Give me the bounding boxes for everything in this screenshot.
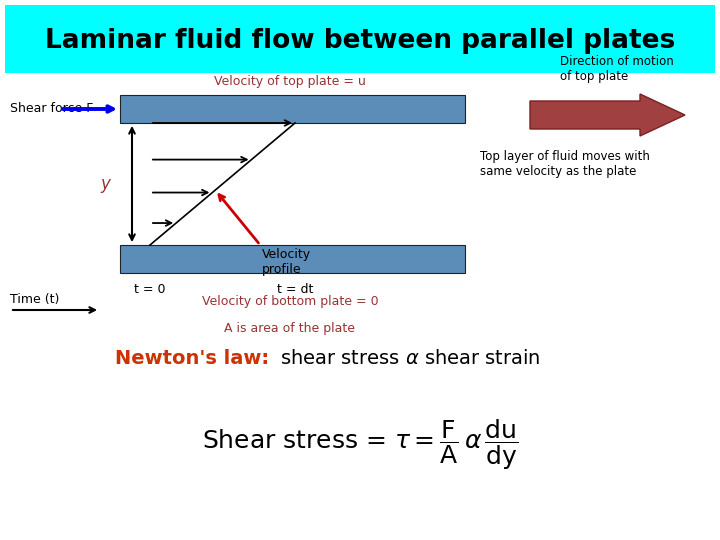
Text: Newton's law:: Newton's law:	[115, 348, 269, 368]
Text: Shear force F: Shear force F	[10, 102, 94, 114]
Text: t = 0: t = 0	[134, 283, 166, 296]
Bar	[120, 245, 465, 273]
Text: Velocity of bottom plate = 0: Velocity of bottom plate = 0	[202, 295, 378, 308]
Text: Top layer of fluid moves with
same velocity as the plate: Top layer of fluid moves with same veloc…	[480, 150, 650, 178]
FancyBboxPatch shape	[5, 5, 715, 73]
Text: Direction of motion
of top plate: Direction of motion of top plate	[560, 55, 674, 83]
Text: Time (t): Time (t)	[10, 294, 59, 307]
Text: y: y	[100, 175, 110, 193]
Text: Laminar fluid flow between parallel plates: Laminar fluid flow between parallel plat…	[45, 28, 675, 54]
Text: Velocity of top plate = u: Velocity of top plate = u	[214, 75, 366, 88]
Text: t = dt: t = dt	[276, 283, 313, 296]
Bar	[120, 95, 465, 123]
Text: Shear stress = $\tau = \dfrac{\mathrm{F}}{\mathrm{A}}\,\alpha\,\dfrac{\mathrm{du: Shear stress = $\tau = \dfrac{\mathrm{F}…	[202, 417, 518, 472]
Text: shear stress $\alpha$ shear strain: shear stress $\alpha$ shear strain	[280, 348, 541, 368]
FancyArrow shape	[530, 94, 685, 136]
Text: Velocity
profile: Velocity profile	[262, 248, 311, 276]
Text: A is area of the plate: A is area of the plate	[225, 322, 356, 335]
